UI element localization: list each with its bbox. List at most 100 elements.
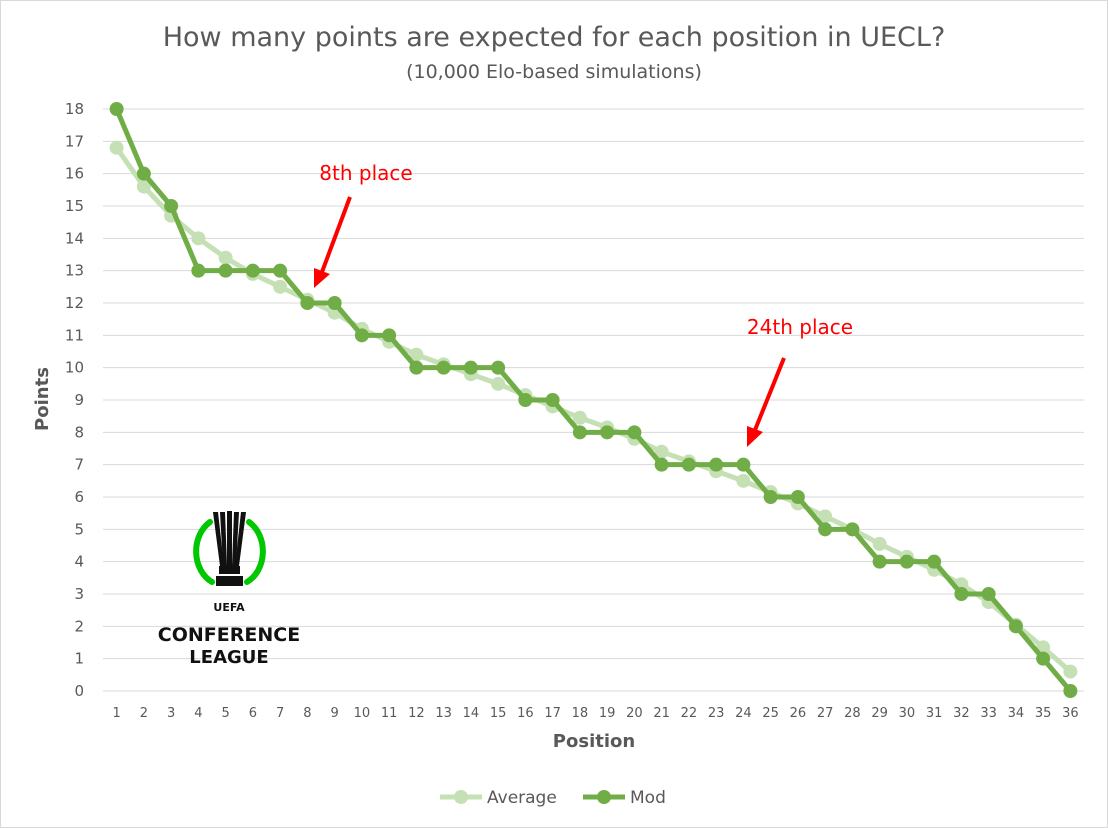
x-tick-label: 26 [790, 706, 807, 721]
y-tick-label: 0 [74, 682, 84, 700]
data-point-mod [164, 199, 179, 213]
data-point-mod [191, 263, 206, 278]
data-point-mod [736, 457, 751, 472]
x-tick-label: 30 [899, 706, 916, 721]
x-axis-title: Position [553, 731, 635, 752]
y-tick-label: 15 [65, 197, 84, 215]
data-point-mod [545, 393, 560, 407]
x-tick-label: 15 [490, 706, 507, 721]
data-point-mod [273, 263, 288, 278]
x-tick-label: 19 [599, 706, 616, 721]
x-tick-label: 4 [194, 706, 202, 721]
logo-conference-text: CONFERENCE [158, 624, 300, 646]
x-tick-label: 12 [408, 706, 425, 721]
y-tick-label: 8 [74, 423, 84, 441]
data-point-mod [109, 102, 124, 116]
x-tick-label: 22 [681, 706, 698, 721]
x-tick-label: 3 [167, 706, 175, 721]
data-point-mod [300, 296, 315, 310]
y-tick-label: 18 [65, 100, 84, 118]
legend: Average Mod [440, 788, 666, 808]
x-tick-label: 5 [221, 706, 229, 721]
legend-item-average: Average [440, 788, 557, 808]
data-point-mod [654, 457, 669, 472]
data-point-mod [872, 554, 887, 569]
y-tick-label: 10 [65, 359, 84, 377]
data-point-mod [409, 360, 424, 375]
y-tick-label: 17 [65, 132, 84, 150]
y-tick-label: 9 [74, 391, 84, 409]
data-point-mod [899, 554, 914, 569]
x-tick-label: 31 [926, 706, 943, 721]
data-point-mod [1063, 684, 1078, 698]
x-tick-label: 35 [1035, 706, 1052, 721]
data-point-mod [436, 360, 451, 375]
data-point-average [818, 509, 833, 524]
annotation-8th-place: 8th place [314, 161, 413, 288]
logo-ring-right [244, 519, 266, 585]
data-point-mod [572, 425, 587, 440]
logo-league-text: LEAGUE [189, 647, 268, 668]
series-mod [109, 102, 1078, 698]
x-tick-label: 29 [871, 706, 888, 721]
x-tick-label: 28 [844, 706, 861, 721]
data-point-mod [790, 490, 805, 504]
y-axis-title: Points [32, 367, 53, 431]
data-point-average [572, 410, 587, 425]
data-point-mod [600, 425, 615, 440]
data-point-average [872, 536, 887, 551]
arrow-head-8th [314, 268, 330, 288]
arrow-shaft-24th [753, 357, 786, 431]
y-tick-label: 5 [74, 520, 84, 538]
trophy-icon [213, 511, 246, 586]
x-tick-label: 24 [735, 706, 752, 721]
y-tick-label: 1 [74, 650, 84, 668]
data-point-mod [681, 457, 696, 472]
data-point-average [654, 444, 669, 459]
y-tick-label: 16 [65, 165, 84, 183]
data-point-mod [136, 166, 151, 181]
x-tick-label: 8 [303, 706, 311, 721]
x-tick-label: 25 [762, 706, 779, 721]
x-tick-label: 7 [276, 706, 284, 721]
data-point-mod [218, 263, 233, 278]
data-point-mod [327, 296, 342, 310]
gridlines [103, 108, 1084, 692]
x-tick-label: 33 [980, 706, 997, 721]
data-point-mod [845, 522, 860, 537]
legend-marker-average [454, 790, 468, 804]
data-point-mod [818, 522, 833, 537]
x-tick-label: 23 [708, 706, 725, 721]
data-point-average [273, 279, 288, 294]
x-tick-label: 27 [817, 706, 834, 721]
y-tick-label: 6 [74, 488, 84, 506]
y-tick-label: 2 [74, 617, 84, 635]
data-point-average [191, 231, 206, 246]
legend-marker-mod [597, 790, 611, 804]
chart-subtitle: (10,000 Elo-based simulations) [406, 61, 702, 83]
x-tick-label: 2 [140, 706, 148, 721]
x-tick-label: 6 [249, 706, 257, 721]
x-tick-label: 14 [463, 706, 480, 721]
data-point-average [218, 250, 233, 265]
data-point-mod [463, 360, 478, 375]
data-point-mod [927, 554, 942, 569]
x-tick-label: 17 [544, 706, 561, 721]
y-tick-label: 12 [65, 294, 84, 312]
y-tick-label: 14 [65, 229, 84, 247]
data-point-mod [382, 328, 397, 343]
annotation-text-24th: 24th place [747, 315, 853, 339]
x-tick-label: 18 [572, 706, 589, 721]
data-point-mod [709, 457, 724, 472]
logo-uefa-text: UEFA [213, 601, 245, 614]
data-point-average [491, 376, 506, 391]
logo-ring-left [193, 519, 215, 585]
x-tick-label: 1 [112, 706, 120, 721]
data-point-mod [1036, 651, 1051, 666]
data-point-mod [354, 328, 369, 343]
data-point-average [736, 473, 751, 488]
conference-league-logo: UEFA CONFERENCE LEAGUE [158, 511, 300, 668]
y-tick-label: 11 [65, 326, 84, 344]
